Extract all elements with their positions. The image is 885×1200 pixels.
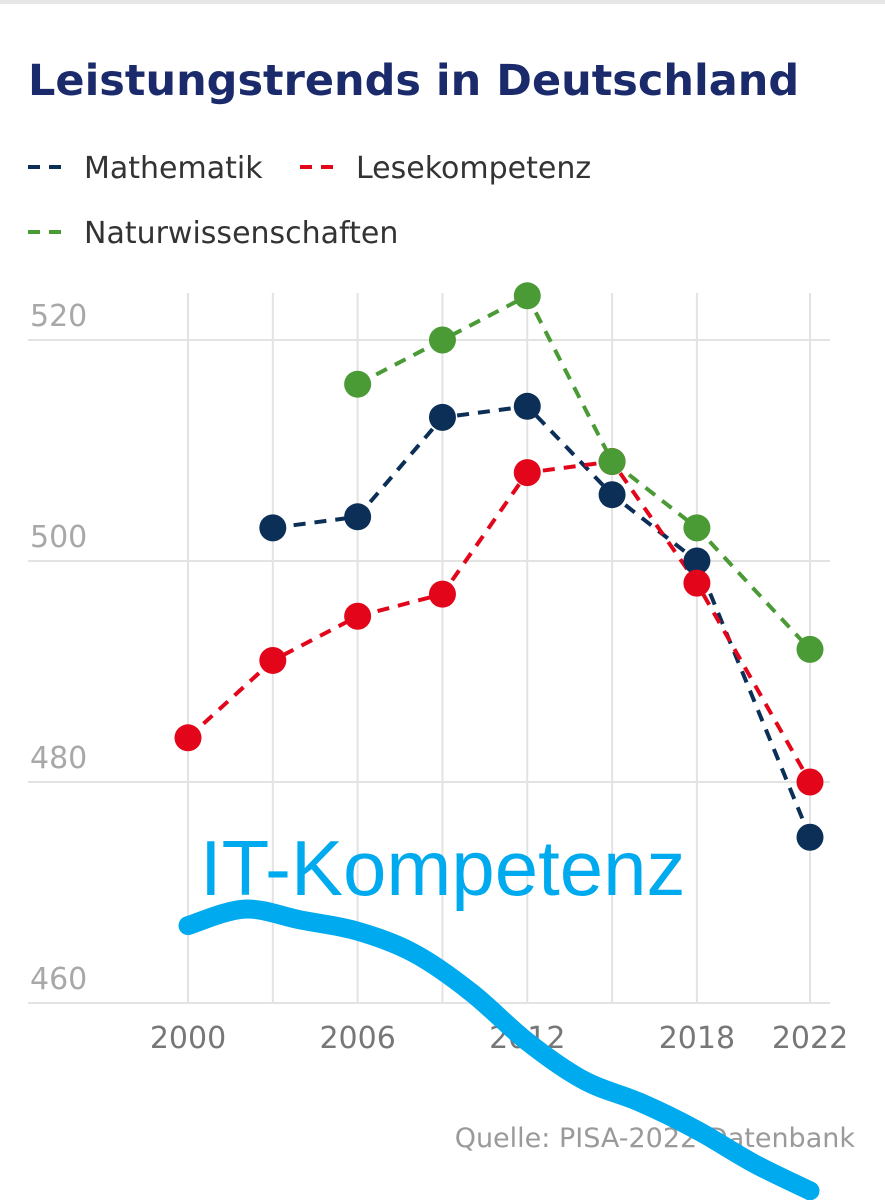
data-point (344, 503, 372, 531)
top-border (0, 0, 885, 4)
x-tick-label: 2022 (772, 1021, 848, 1056)
data-point (513, 459, 541, 487)
data-point (513, 282, 541, 310)
data-point (344, 370, 372, 398)
annotation-curve (178, 899, 820, 1200)
y-tick-label: 520 (30, 299, 87, 334)
legend-label: Lesekompetenz (356, 151, 591, 186)
data-point (513, 392, 541, 420)
legend: Mathematik Lesekompetenz Naturwissenschaft… (28, 151, 591, 251)
x-tick-label: 2018 (659, 1021, 735, 1056)
data-point (344, 602, 372, 630)
data-point (796, 768, 824, 796)
x-tick-label: 2000 (150, 1021, 226, 1056)
legend-label: Naturwissenschaften (84, 216, 398, 251)
data-point (683, 547, 711, 575)
series-lines (186, 293, 812, 839)
annotation-label: IT-Kompetenz (200, 824, 686, 912)
source-note: Quelle: PISA-2022-Datenbank (455, 1123, 856, 1154)
data-point (428, 580, 456, 608)
y-tick-label: 500 (30, 520, 87, 555)
data-point (683, 569, 711, 597)
data-point (683, 514, 711, 542)
chart-title: Leistungstrends in Deutschland (28, 56, 799, 106)
data-point (598, 481, 626, 509)
data-point (259, 514, 287, 542)
y-tick-label: 480 (30, 741, 87, 776)
data-point (428, 403, 456, 431)
legend-label: Mathematik (84, 151, 263, 186)
data-point (796, 635, 824, 663)
data-point (796, 823, 824, 851)
series-line (356, 293, 812, 651)
annotation: IT-Kompetenz (178, 824, 820, 1200)
data-point (598, 448, 626, 476)
data-point (174, 724, 202, 752)
data-point (428, 326, 456, 354)
x-tick-label: 2006 (319, 1021, 395, 1056)
y-tick-label: 460 (30, 962, 87, 997)
y-axis-ticks: 460 480 500 520 (30, 299, 87, 997)
series-points (174, 282, 824, 851)
data-point (259, 646, 287, 674)
series-line (186, 459, 812, 783)
